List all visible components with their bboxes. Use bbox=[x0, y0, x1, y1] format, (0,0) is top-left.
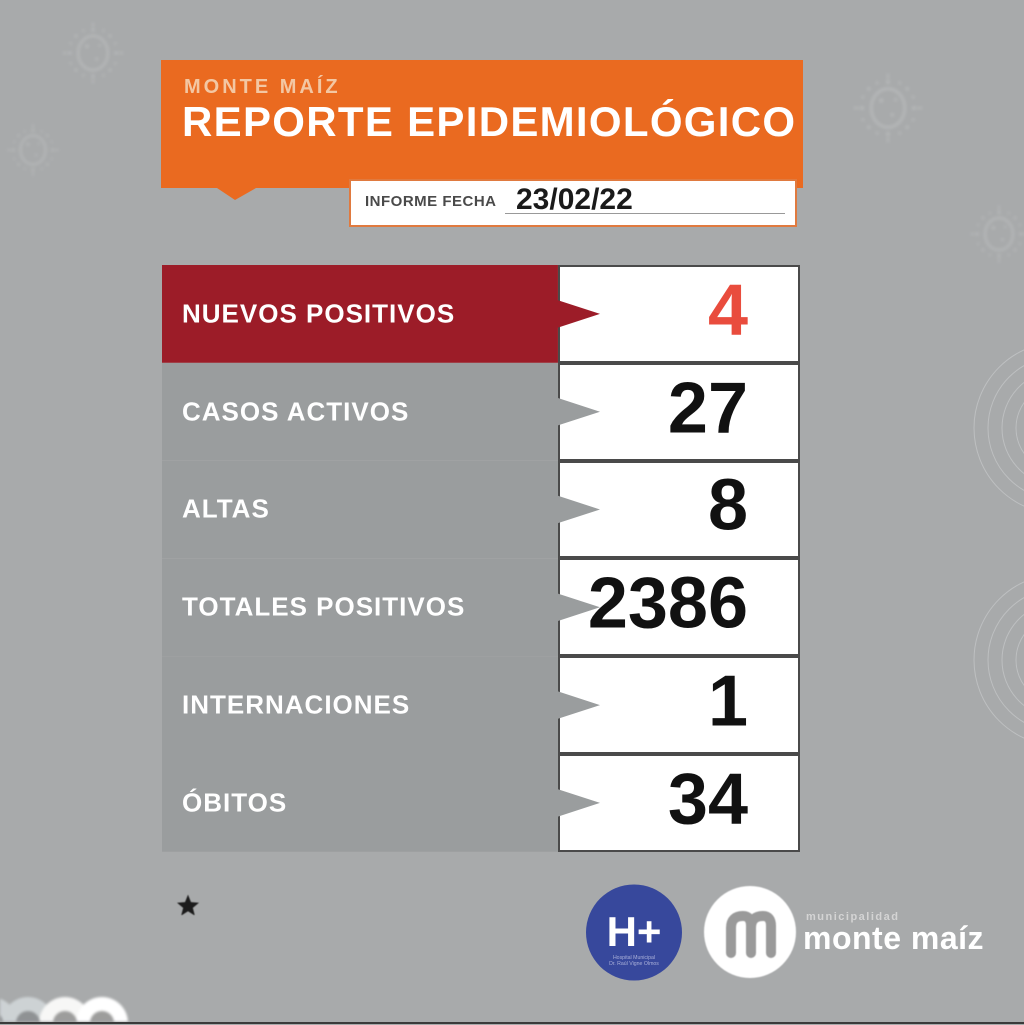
svg-text:H+: H+ bbox=[607, 908, 662, 955]
svg-text:Dr. Raúl Vigne Olmos: Dr. Raúl Vigne Olmos bbox=[609, 961, 659, 967]
